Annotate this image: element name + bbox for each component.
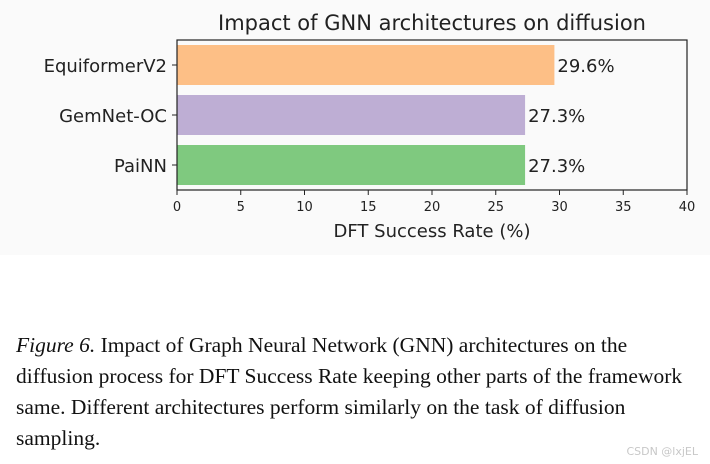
x-tick-label: 30 [551,200,568,215]
caption-label: Figure 6. [16,333,96,357]
chart-area: Impact of GNN architectures on diffusion… [43,11,696,242]
chart-title: Impact of GNN architectures on diffusion [218,11,646,35]
ticks-layer: EquiformerV2 GemNet-OC PaiNN 0 5 10 15 20 25 30 35… [44,56,696,215]
x-tick-label: 20 [424,200,441,215]
x-tick-label: 15 [360,200,377,215]
data-label: 27.3% [528,106,585,127]
data-label: 27.3% [528,156,585,177]
bar-equiformerv2 [177,45,555,85]
x-tick-label: 5 [237,200,245,215]
bar-chart: Impact of GNN architectures on diffusion… [44,11,696,242]
figure-caption: Figure 6. Impact of Graph Neural Network… [16,330,696,454]
x-tick-label: 25 [487,200,504,215]
watermark: CSDN @lxjEL [626,445,698,458]
data-label: 29.6% [557,56,614,77]
x-tick-label: 35 [615,200,632,215]
x-tick-label: 40 [679,200,696,215]
x-tick-label: 0 [173,200,181,215]
y-tick-label: EquiformerV2 [44,56,167,77]
bars-layer: 29.6% 27.3% 27.3% [177,45,615,185]
x-tick-label: 10 [296,200,313,215]
bar-gemnet-oc [177,95,526,135]
bar-painn [177,145,526,185]
x-axis-label: DFT Success Rate (%) [334,221,531,242]
y-tick-label: GemNet-OC [59,106,167,127]
y-tick-label: PaiNN [114,156,167,177]
caption-text: Impact of Graph Neural Network (GNN) arc… [16,333,683,450]
